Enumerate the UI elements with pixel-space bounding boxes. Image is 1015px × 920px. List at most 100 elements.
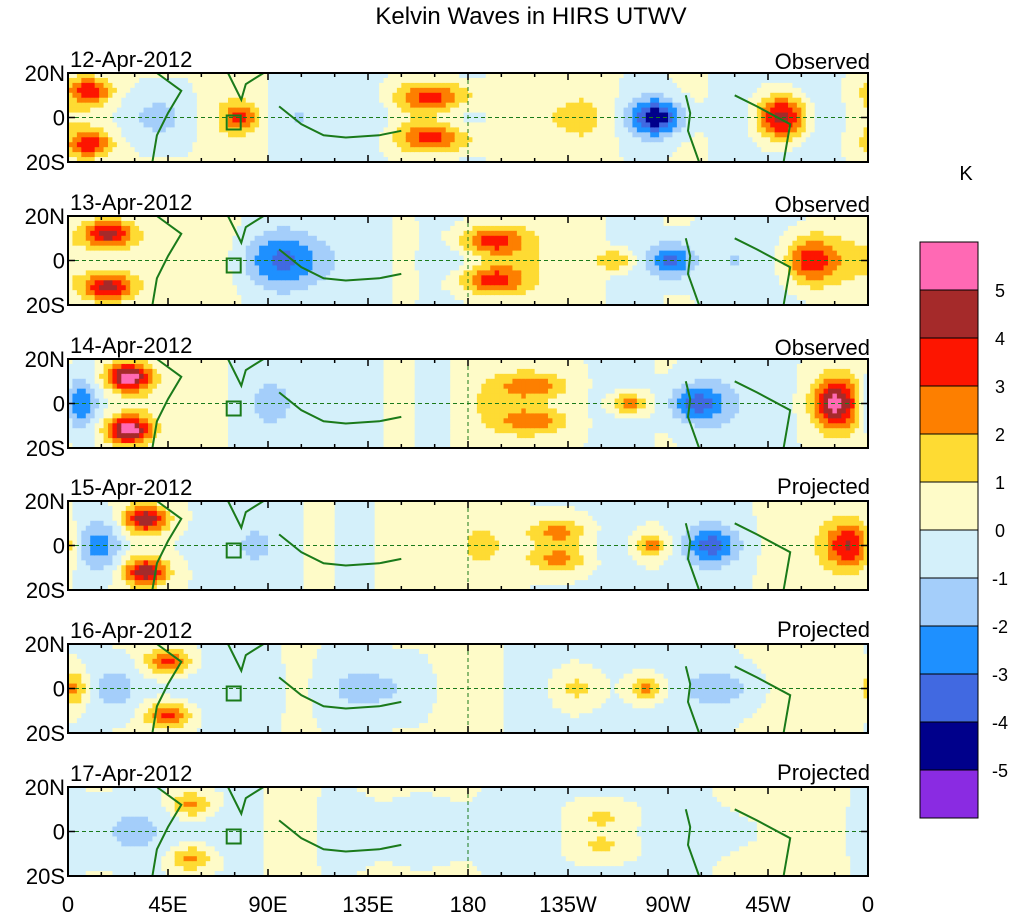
anomaly-cell [583,122,589,128]
anomaly-cell [450,240,456,247]
anomaly-cell [565,82,571,89]
anomaly-cell [139,137,145,143]
anomaly-cell [170,240,176,247]
anomaly-cell [303,245,309,252]
anomaly-cell [121,216,127,222]
anomaly-cell [308,97,314,104]
anomaly-cell [396,240,402,247]
anomaly-cell [570,122,576,128]
anomaly-cell [374,230,380,237]
anomaly-cell [850,107,856,114]
anomaly-cell [214,300,220,306]
anomaly-cell [312,157,318,163]
anomaly-cell [214,260,220,267]
anomaly-cell [81,92,87,99]
anomaly-cell [810,77,816,84]
anomaly-cell [423,142,429,148]
anomaly-cell [125,87,131,94]
anomaly-cell [765,137,771,143]
anomaly-cell [236,107,242,114]
anomaly-cell [232,117,238,124]
anomaly-cell [468,82,474,89]
anomaly-cell [241,147,247,153]
anomaly-cell [68,137,74,143]
anomaly-cell [121,280,127,286]
anomaly-cell [116,127,122,133]
anomaly-cell [183,250,189,257]
anomaly-cell [116,137,122,143]
anomaly-cell [205,295,211,301]
anomaly-cell [574,157,580,163]
anomaly-cell [81,220,87,227]
anomaly-cell [401,225,407,232]
anomaly-cell [263,92,269,99]
anomaly-cell [156,245,162,252]
anomaly-cell [299,87,305,94]
anomaly-cell [605,127,611,133]
anomaly-cell [419,127,425,133]
anomaly-cell [316,137,322,143]
anomaly-cell [228,82,234,89]
anomaly-cell [556,117,562,124]
anomaly-cell [130,220,136,227]
anomaly-cell [485,152,491,158]
anomaly-cell [90,270,96,276]
anomaly-cell [703,112,709,119]
anomaly-cell [450,142,456,148]
anomaly-cell [850,73,856,79]
anomaly-cell [245,87,251,94]
anomaly-cell [401,270,407,276]
anomaly-cell [676,127,682,133]
anomaly-cell [263,290,269,296]
anomaly-cell [561,157,567,163]
anomaly-cell [308,117,314,124]
anomaly-cell [272,147,278,153]
anomaly-cell [165,240,171,247]
anomaly-cell [428,295,434,301]
anomaly-cell [68,87,74,94]
anomaly-cell [619,142,625,148]
anomaly-cell [850,102,856,109]
anomaly-cell [112,142,118,148]
anomaly-cell [845,73,851,79]
anomaly-cell [685,117,691,124]
anomaly-cell [530,87,536,94]
anomaly-cell [476,295,482,301]
anomaly-cell [374,300,380,306]
anomaly-cell [285,270,291,276]
anomaly-cell [543,152,549,158]
anomaly-cell [854,102,860,109]
anomaly-cell [316,240,322,247]
anomaly-cell [454,147,460,153]
anomaly-cell [299,97,305,104]
anomaly-cell [321,285,327,291]
anomaly-cell [312,275,318,281]
anomaly-cell [245,216,251,222]
anomaly-cell [650,102,656,109]
anomaly-cell [410,127,416,133]
anomaly-cell [294,132,300,138]
anomaly-cell [285,122,291,128]
anomaly-cell [668,117,674,124]
anomaly-cell [392,112,398,119]
anomaly-cell [312,147,318,153]
anomaly-cell [254,92,260,99]
anomaly-cell [383,260,389,267]
anomaly-cell [410,295,416,301]
anomaly-cell [828,87,834,94]
anomaly-cell [325,92,331,99]
anomaly-cell [792,102,798,109]
anomaly-cell [405,117,411,124]
anomaly-cell [272,225,278,232]
anomaly-cell [525,112,531,119]
anomaly-cell [68,127,74,133]
anomaly-cell [236,137,242,143]
anomaly-cell [259,73,265,79]
anomaly-cell [294,147,300,153]
anomaly-cell [130,107,136,114]
anomaly-cell [579,107,585,114]
anomaly-cell [112,102,118,109]
anomaly-cell [303,260,309,267]
anomaly-cell [316,147,322,153]
anomaly-cell [699,147,705,153]
